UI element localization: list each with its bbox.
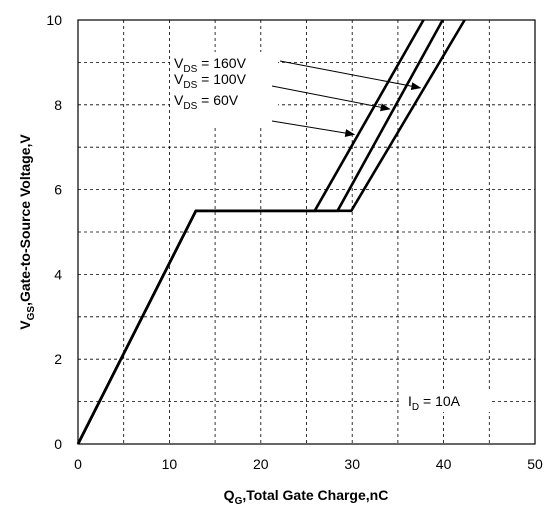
series-lines: [76, 19, 466, 445]
legend-arrow-1: [279, 60, 422, 91]
legend-arrow-3: [271, 120, 356, 137]
drain-current-annotation: ID = 10A: [408, 393, 461, 413]
legend-label-3: VDS = 60V: [174, 92, 239, 112]
x-tick-label: 0: [74, 456, 82, 472]
series-line-3: [76, 19, 425, 445]
y-tick-label: 2: [54, 351, 62, 367]
y-tick-label: 10: [46, 12, 62, 28]
x-tick-label: 10: [162, 456, 178, 472]
y-tick-label: 6: [54, 182, 62, 198]
y-tick-label: 4: [54, 266, 62, 282]
legend-arrow-2: [271, 85, 391, 112]
y-axis-title: VGS,Gate-to-Source Voltage,V: [17, 134, 37, 330]
legend-label-2: VDS = 100V: [174, 71, 247, 91]
y-tick-label: 0: [54, 436, 62, 452]
legend-background: [170, 52, 278, 128]
plot-frame: [77, 19, 536, 445]
x-tick-label: 30: [344, 456, 360, 472]
annotation-background: [400, 390, 492, 412]
y-tick-label: 8: [54, 97, 62, 113]
x-tick-label: 40: [436, 456, 452, 472]
x-axis-title: QG,Total Gate Charge,nC: [224, 487, 389, 507]
legend-label-1: VDS = 160V: [174, 55, 247, 75]
tick-labels: 0 10 20 30 40 50 0 2 4 6 8 10: [46, 12, 543, 472]
x-tick-label: 20: [253, 456, 269, 472]
x-tick-label: 50: [527, 456, 543, 472]
grid: [78, 20, 535, 444]
